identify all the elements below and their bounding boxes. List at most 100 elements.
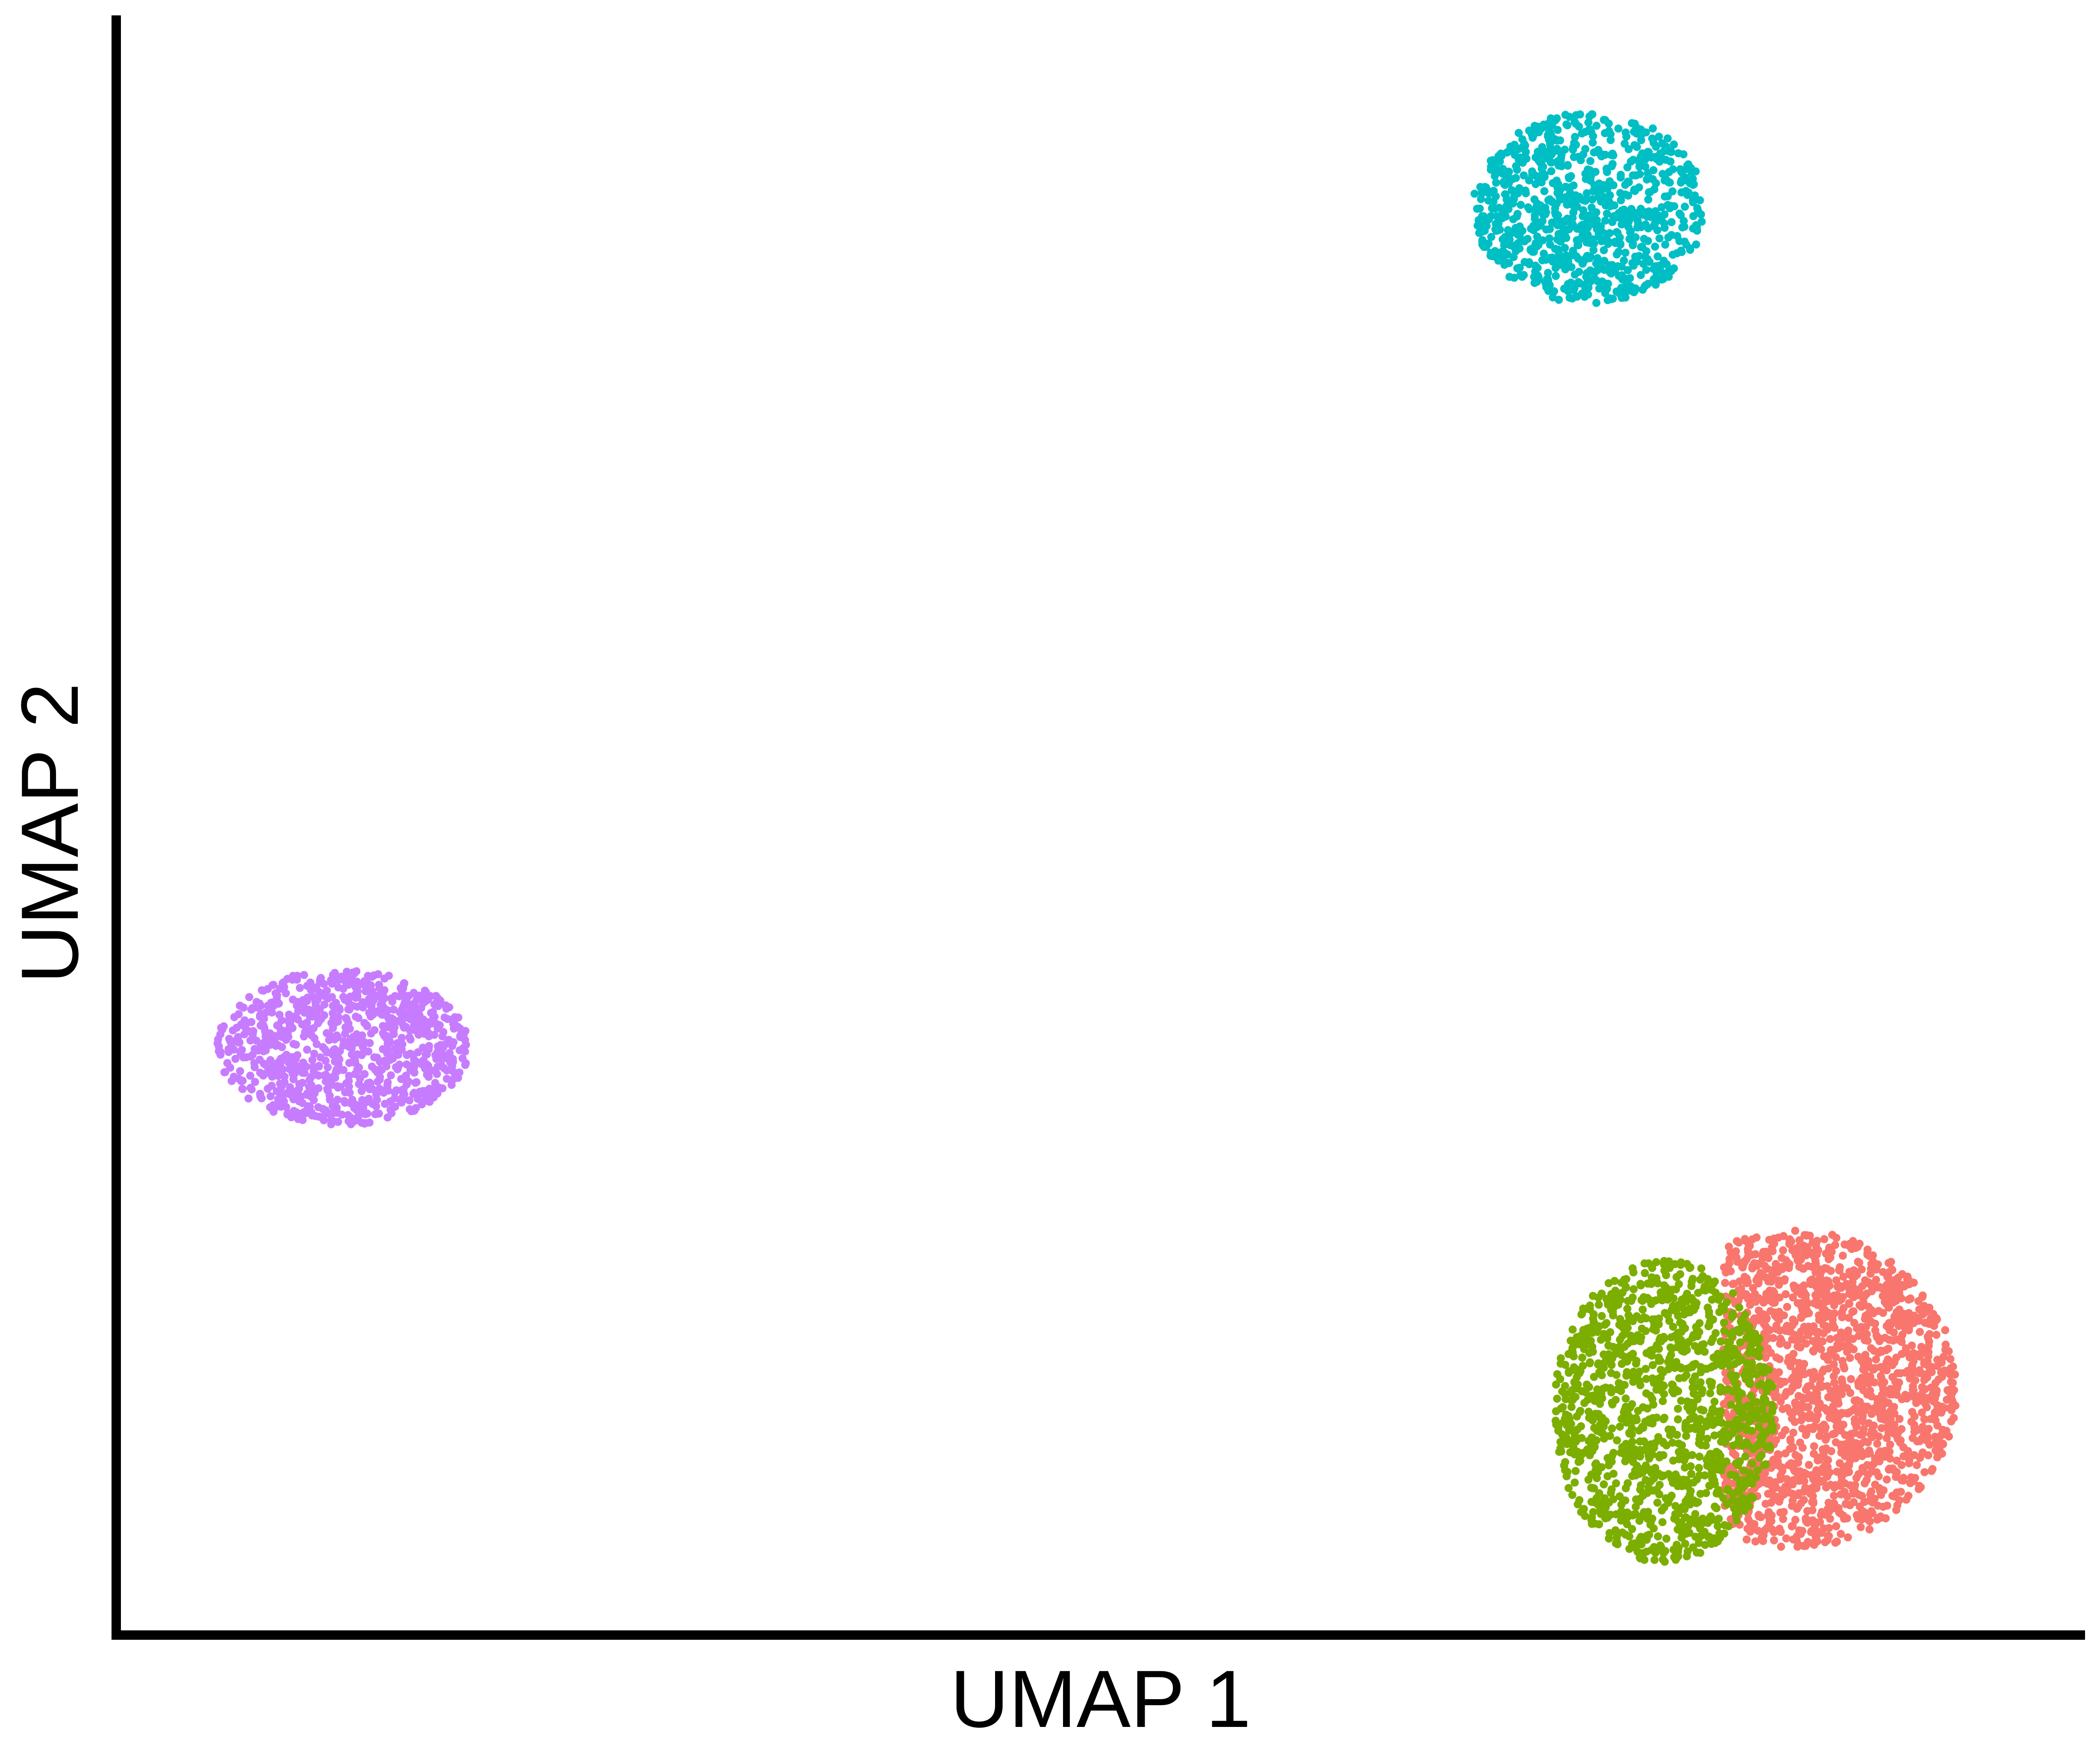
scatter-point — [428, 1019, 436, 1028]
scatter-point — [1513, 245, 1521, 253]
scatter-point — [1762, 1315, 1771, 1324]
scatter-point — [256, 1089, 264, 1098]
scatter-point — [1662, 1534, 1671, 1543]
scatter-point — [1853, 1324, 1861, 1333]
scatter-point — [1565, 294, 1574, 302]
scatter-point — [1860, 1479, 1869, 1488]
scatter-point — [1912, 1461, 1921, 1469]
scatter-point — [1802, 1431, 1810, 1439]
scatter-point — [1808, 1414, 1817, 1422]
scatter-point — [1607, 136, 1615, 144]
scatter-point — [1808, 1506, 1817, 1515]
scatter-point — [1739, 1413, 1747, 1422]
scatter-point — [1533, 202, 1541, 210]
scatter-point — [1570, 153, 1578, 161]
scatter-point — [1624, 177, 1632, 186]
scatter-point — [1689, 175, 1697, 183]
scatter-point — [1613, 1436, 1621, 1445]
scatter-point — [1617, 1500, 1626, 1509]
scatter-point — [1578, 232, 1586, 241]
scatter-point — [1691, 1510, 1700, 1518]
scatter-point — [1706, 1389, 1715, 1398]
scatter-point — [1540, 187, 1548, 195]
scatter-point — [445, 1049, 454, 1057]
scatter-point — [285, 1018, 293, 1026]
scatter-point — [1851, 1481, 1859, 1489]
scatter-points — [213, 110, 1959, 1566]
scatter-point — [1573, 292, 1581, 301]
scatter-point — [1623, 1368, 1631, 1376]
scatter-point — [1798, 1393, 1807, 1402]
scatter-point — [278, 1043, 286, 1051]
scatter-point — [1691, 1342, 1699, 1350]
scatter-point — [432, 1055, 441, 1063]
scatter-point — [1577, 1422, 1585, 1430]
scatter-point — [1776, 1334, 1785, 1343]
scatter-point — [1733, 1509, 1741, 1518]
scatter-point — [1830, 1483, 1839, 1491]
scatter-point — [1920, 1415, 1929, 1424]
scatter-point — [1636, 1452, 1645, 1461]
scatter-point — [1905, 1309, 1913, 1317]
scatter-point — [1584, 1475, 1593, 1484]
scatter-point — [382, 1085, 391, 1093]
scatter-point — [1551, 204, 1560, 213]
scatter-point — [1616, 1448, 1625, 1457]
scatter-point — [1927, 1368, 1936, 1376]
scatter-point — [1947, 1377, 1955, 1386]
scatter-point — [1701, 1442, 1710, 1450]
scatter-point — [448, 1039, 457, 1048]
scatter-point — [1837, 1328, 1845, 1337]
scatter-point — [1634, 1406, 1642, 1415]
scatter-point — [395, 992, 403, 1001]
scatter-point — [1603, 209, 1611, 218]
scatter-point — [1542, 255, 1550, 264]
scatter-point — [231, 1054, 240, 1063]
scatter-point — [1687, 1398, 1696, 1407]
scatter-point — [1726, 1347, 1735, 1355]
scatter-point — [1946, 1355, 1955, 1363]
scatter-point — [405, 992, 413, 1000]
scatter-point — [1635, 1497, 1644, 1506]
scatter-point — [292, 974, 301, 982]
scatter-point — [1495, 157, 1504, 166]
scatter-point — [390, 1030, 398, 1038]
scatter-point — [1897, 1280, 1906, 1289]
scatter-point — [1815, 1432, 1824, 1440]
scatter-point — [1778, 1431, 1786, 1439]
scatter-point — [1621, 1457, 1630, 1465]
scatter-point — [1565, 1368, 1573, 1377]
scatter-point — [238, 1077, 247, 1085]
scatter-point — [1883, 1272, 1891, 1281]
scatter-point — [1609, 1495, 1618, 1503]
scatter-point — [1843, 1514, 1851, 1523]
scatter-point — [1698, 1389, 1706, 1398]
scatter-point — [1682, 1476, 1691, 1484]
scatter-point — [1648, 1395, 1657, 1404]
scatter-point — [1688, 1451, 1697, 1459]
scatter-point — [1637, 1333, 1645, 1342]
scatter-point — [256, 1069, 264, 1077]
scatter-point — [1783, 1341, 1792, 1350]
scatter-point — [1680, 203, 1689, 211]
scatter-point — [1713, 1522, 1722, 1530]
scatter-point — [1615, 1422, 1624, 1431]
scatter-point — [393, 1065, 402, 1074]
scatter-point — [1545, 195, 1554, 203]
scatter-point — [1695, 1435, 1704, 1443]
scatter-point — [329, 1046, 338, 1054]
scatter-point — [1852, 1474, 1861, 1482]
scatter-point — [1886, 1385, 1894, 1393]
scatter-point — [246, 1072, 255, 1080]
scatter-point — [1584, 118, 1593, 127]
scatter-point — [1733, 1516, 1741, 1525]
scatter-point — [1750, 1398, 1759, 1406]
scatter-point — [1908, 1408, 1916, 1416]
scatter-point — [1629, 1377, 1637, 1386]
scatter-point — [1931, 1446, 1940, 1455]
scatter-point — [1848, 1308, 1856, 1316]
scatter-point — [1602, 1319, 1611, 1327]
scatter-point — [1771, 1260, 1780, 1268]
scatter-point — [1805, 1424, 1813, 1432]
scatter-point — [329, 1102, 337, 1110]
